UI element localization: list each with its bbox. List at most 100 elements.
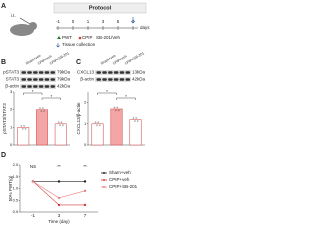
blot-band: [27, 71, 32, 74]
legend-text: Tissue collection: [62, 42, 96, 47]
blot-band: [33, 78, 38, 81]
dot: [23, 125, 25, 127]
mouse-icon: [10, 24, 34, 36]
dot: [21, 128, 24, 130]
dot: [134, 120, 136, 122]
blot-strip: [95, 70, 131, 75]
dot: [59, 124, 61, 127]
blot-group: Sham+veh: [25, 54, 42, 66]
dot: [132, 117, 135, 119]
timepoint: 1: [87, 19, 90, 24]
sig-label: *: [106, 89, 108, 94]
blot-band: [50, 71, 55, 74]
x-tick-label: 7: [84, 213, 87, 218]
dot: [116, 106, 119, 109]
blot-band: [50, 85, 55, 88]
blot-band: [96, 71, 101, 74]
tissue-icon: [56, 43, 60, 48]
dot: [40, 110, 43, 112]
dot: [113, 106, 116, 109]
dot: [20, 125, 23, 127]
bar: [129, 119, 142, 146]
y-tick-label: 2: [84, 100, 87, 105]
dot: [94, 121, 97, 124]
blot-size: 79kDa: [57, 77, 71, 82]
blot-band: [125, 78, 130, 81]
y-tick-label: 1.0: [13, 186, 19, 191]
blot-strip: [20, 70, 56, 75]
timepoint: -1: [56, 19, 60, 24]
panel-label: B: [1, 59, 6, 66]
sig-bracket: [23, 92, 43, 95]
y-tick-label: 2.0: [13, 162, 19, 167]
injection-arrow: [19, 17, 31, 25]
sig-label: NS: [30, 164, 36, 169]
x-tick-label: -1: [31, 213, 35, 218]
x-tick-label: 3: [58, 213, 61, 218]
blot-band: [113, 71, 119, 74]
sig-label: **: [83, 164, 87, 169]
blot-strip: [95, 77, 131, 82]
dot: [135, 117, 138, 119]
blot-band: [102, 71, 107, 74]
bar: [17, 127, 30, 146]
blot-band: [33, 71, 38, 74]
blot-band: [50, 78, 55, 81]
blot-band: [119, 71, 125, 74]
sig-bracket: [97, 92, 117, 95]
y-tick-label: 1: [84, 121, 87, 126]
series-line: [32, 181, 85, 206]
legend-label: CPIP+SB-201: [109, 184, 138, 189]
dot: [96, 124, 98, 127]
legend-marker: [103, 186, 105, 188]
route-label: i.t.: [11, 13, 16, 18]
blot-band: [21, 71, 26, 74]
time-unit: days: [140, 25, 150, 30]
blot-size: 79kDa: [57, 70, 71, 75]
blot-group: CPIP+veh: [37, 54, 53, 65]
blot-band: [108, 71, 113, 74]
y-tick-label: 1: [10, 124, 13, 129]
dot: [24, 128, 27, 130]
sig-label: *: [125, 94, 127, 99]
blot-band: [38, 71, 44, 74]
panel-label: C: [76, 59, 81, 66]
blot-band: [21, 78, 26, 81]
sig-bracket: [41, 97, 61, 100]
blot-strip: [20, 84, 56, 89]
blot-band: [38, 85, 44, 88]
blot-size: 42kDa: [132, 77, 146, 82]
panel-label: D: [1, 152, 6, 159]
mouse-head: [29, 22, 37, 30]
legend-text: CPIP: [82, 35, 93, 40]
sig-label: **: [57, 164, 61, 169]
blot-label: β-actin: [5, 84, 19, 89]
blot-label: pSTAT3: [3, 70, 19, 75]
legend-text: PWT: [62, 35, 72, 40]
legend-label: CPIP+veh: [109, 177, 130, 182]
blot-band: [113, 78, 119, 81]
y-tick-label: 2: [10, 107, 13, 112]
blot-group: CPIP+SB-201: [124, 51, 145, 65]
figure: A B C D Protocol i.t. -1 0 1 3 5 7 days PWT CPIP SB-201…: [1, 3, 150, 224]
blot-band: [44, 85, 50, 88]
dot: [42, 107, 44, 109]
pwt-icon: [57, 36, 61, 39]
bar: [110, 108, 123, 146]
timepoint: 0: [72, 19, 75, 24]
blot-group: CPIP+veh: [112, 54, 128, 65]
y-tick-label: 0: [84, 142, 87, 147]
blot-label: STAT3: [6, 77, 20, 82]
sig-bracket: [116, 97, 136, 100]
timepoint: 5: [117, 19, 120, 24]
legend-marker: [103, 179, 105, 181]
cpip-icon: [78, 36, 82, 40]
blot-size: 42kDa: [57, 84, 71, 89]
y-tick-label: 0.0: [13, 209, 19, 214]
dot: [43, 110, 45, 112]
y-tick-label: 1.5: [13, 174, 19, 179]
blot-group: Sham+veh: [100, 54, 117, 66]
dot: [136, 120, 139, 122]
blot-band: [38, 78, 44, 81]
blot-band: [27, 78, 32, 81]
